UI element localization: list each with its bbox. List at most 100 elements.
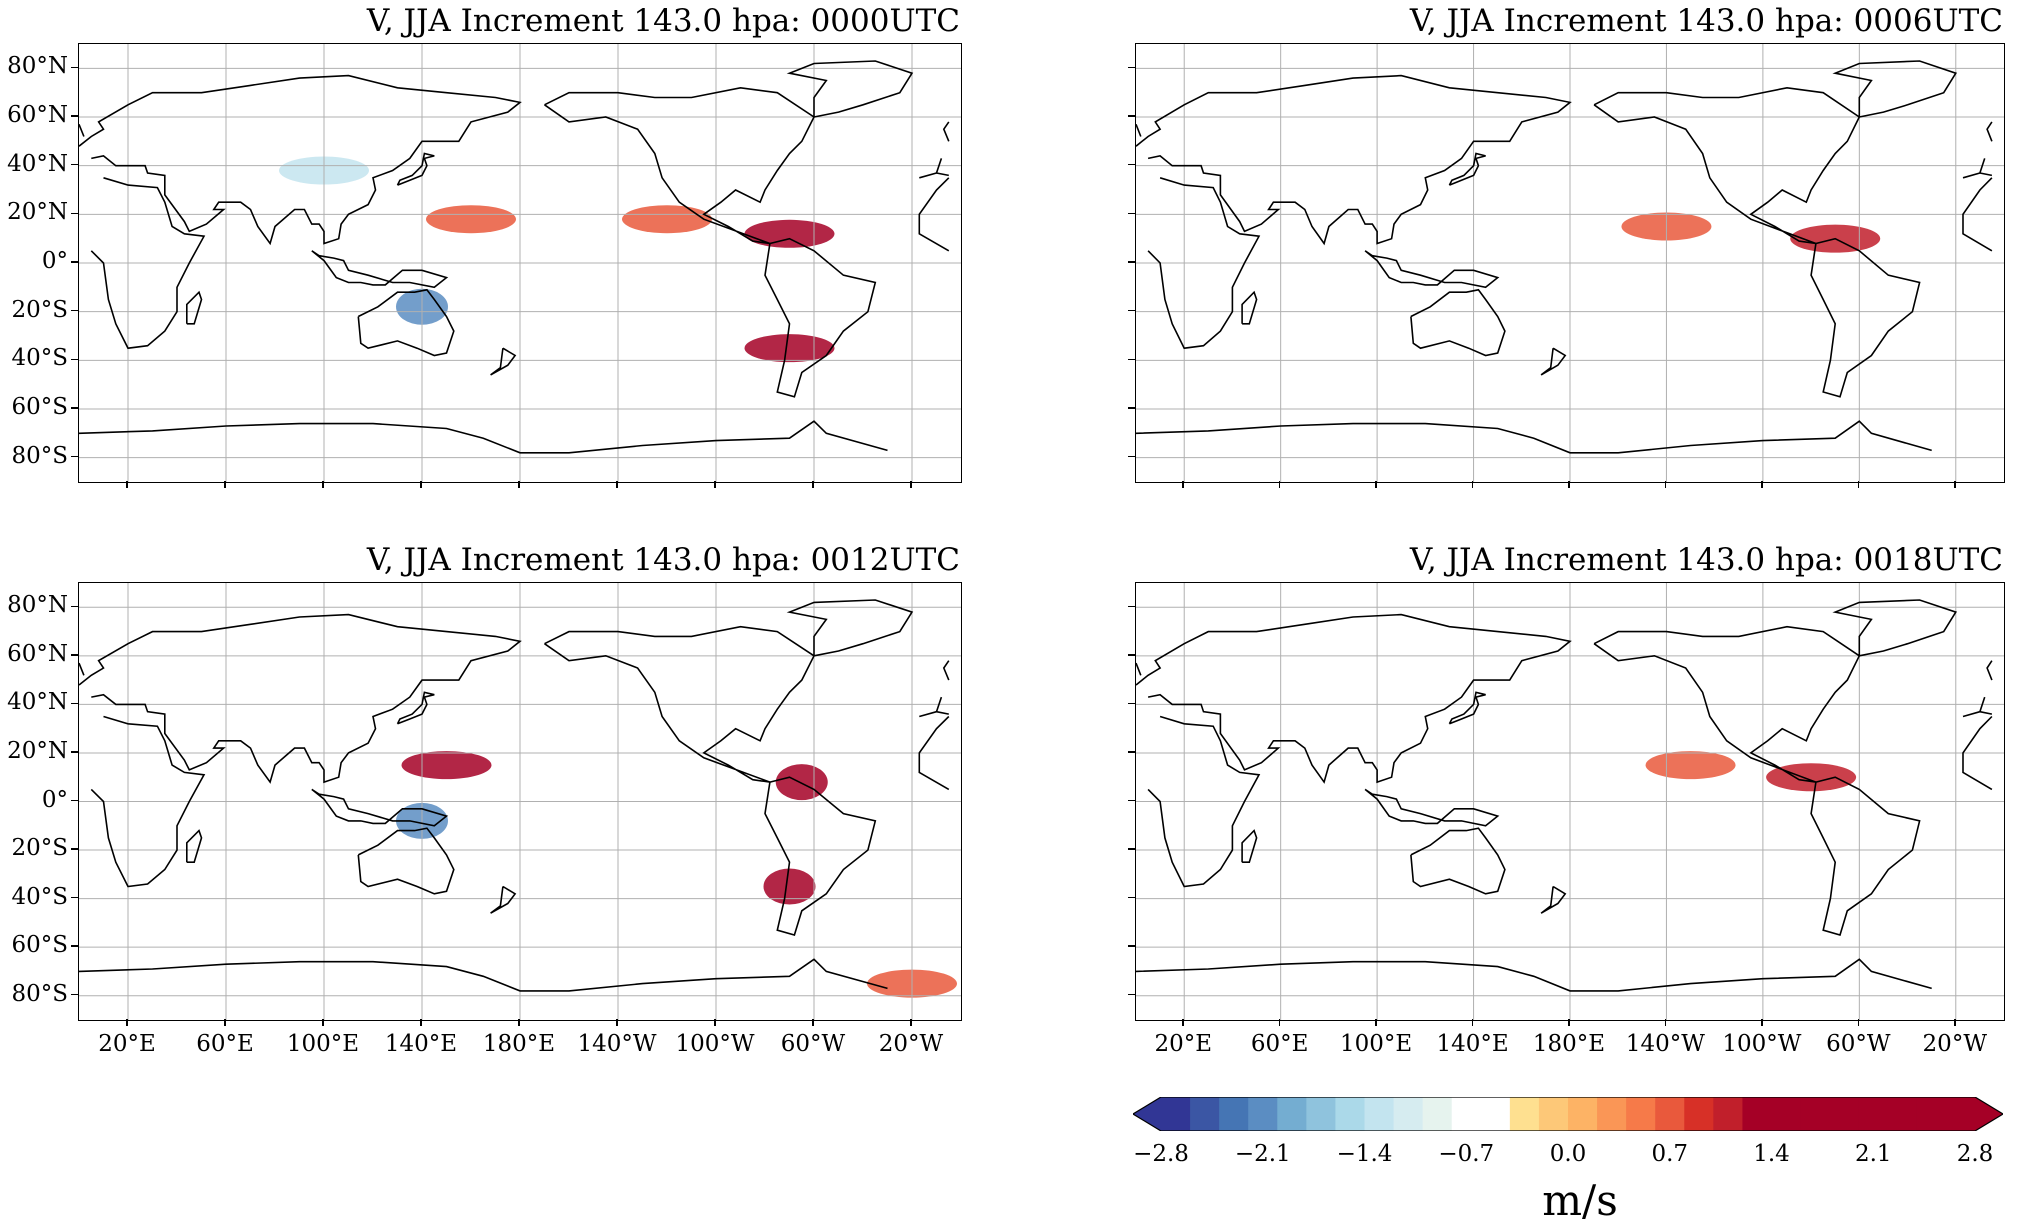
coastline (396, 152, 435, 186)
lat-tick (71, 358, 78, 361)
lon-tick-label: 60°E (1250, 1031, 1309, 1057)
lon-tick (224, 1019, 226, 1026)
colorbar-bin (1161, 1097, 1191, 1131)
colorbar-bin (1190, 1097, 1220, 1131)
coastline (79, 420, 888, 454)
lat-tick (1128, 654, 1135, 656)
coastline (186, 290, 203, 325)
lon-tick (1761, 1019, 1763, 1026)
lon-tick-label: 20°E (1154, 1031, 1212, 1057)
lon-tick (616, 481, 618, 488)
increment-contour (763, 868, 816, 905)
lat-tick (71, 751, 78, 753)
coastline (1147, 172, 1993, 350)
increment-contour (1404, 831, 1495, 860)
colorbar-unit-label: m/s (1542, 1176, 1618, 1225)
coastline (79, 958, 888, 992)
coastline (1364, 250, 1500, 289)
colorbar-bin (1916, 1097, 1947, 1131)
lat-tick-label: 20°S (11, 296, 68, 323)
lon-tick (1664, 1019, 1667, 1026)
increment-contour (1766, 763, 1857, 792)
coastline (79, 660, 950, 681)
lon-tick (714, 1019, 716, 1026)
colorbar-tick-label: 0.0 (1549, 1141, 1587, 1167)
colorbar-bin (1713, 1097, 1743, 1131)
lon-tick-label: 100°E (1340, 1031, 1413, 1057)
lon-tick (812, 481, 814, 488)
coastline (90, 710, 950, 888)
coastline (544, 625, 816, 783)
map-panel (78, 43, 962, 483)
lon-tick (1278, 481, 1281, 488)
increment-contour (775, 764, 828, 801)
map-canvas (79, 44, 961, 482)
panel-title: V, JJA Increment 143.0 hpa: 0012UTC (366, 542, 960, 578)
lat-tick-label: 0° (41, 786, 68, 813)
coastline (786, 599, 914, 657)
lat-tick (1128, 309, 1135, 312)
panel-title: V, JJA Increment 143.0 hpa: 0018UTC (1409, 542, 2003, 578)
lon-tick-label: 100°W (1722, 1031, 1802, 1057)
lat-tick (1128, 848, 1135, 850)
coastline (79, 74, 949, 246)
lon-tick (910, 481, 912, 488)
coastline (1136, 613, 1993, 784)
lon-tick-label: 20°W (878, 1031, 944, 1057)
lat-tick-label: 20°S (11, 835, 68, 862)
colorbar-tick-label: −2.8 (1133, 1141, 1189, 1167)
coastline (1410, 288, 1506, 357)
lat-tick (71, 163, 78, 166)
lat-tick (71, 66, 78, 69)
lon-tick (1278, 1019, 1281, 1026)
coastline (1810, 237, 1921, 398)
colorbar-bin (1509, 1097, 1540, 1131)
lat-tick-label: 80°S (11, 980, 68, 1007)
colorbar-bin (1771, 1097, 1802, 1131)
lon-tick (518, 1019, 520, 1026)
colorbar-tick-label: 2.8 (1956, 1141, 1994, 1167)
coastline (1448, 152, 1486, 186)
lon-tick (322, 1019, 324, 1026)
lat-tick (1128, 896, 1135, 899)
lon-tick (1568, 481, 1570, 488)
lon-tick (518, 481, 520, 488)
coastline (79, 121, 950, 142)
colorbar-bin (1858, 1097, 1889, 1131)
colorbar-bin (1684, 1097, 1714, 1131)
increment-contour (1404, 292, 1495, 321)
lon-tick (616, 1019, 618, 1026)
coastline (764, 237, 877, 398)
lon-tick (1471, 481, 1474, 488)
map-panel (78, 582, 962, 1021)
lon-tick-label: 60°W (1826, 1031, 1891, 1057)
lat-tick (71, 896, 78, 899)
coastline (311, 250, 449, 289)
lat-tick-label: 80°N (7, 53, 68, 80)
colorbar-extend-max (1975, 1097, 2003, 1131)
coastline (1136, 660, 1993, 681)
lon-tick (322, 481, 324, 488)
coastline (396, 691, 435, 725)
lon-tick-label: 20°W (1922, 1031, 1987, 1057)
lat-tick-label: 60°N (7, 102, 68, 128)
lat-tick-label: 40°S (11, 883, 68, 910)
lon-tick (1471, 1019, 1474, 1026)
lon-tick (812, 1019, 814, 1026)
coastline (1136, 958, 1932, 992)
lat-tick (1128, 455, 1135, 458)
lat-tick (71, 212, 78, 215)
lon-tick-label: 60°E (196, 1031, 254, 1057)
lat-tick (1128, 407, 1135, 409)
lon-tick (224, 481, 226, 488)
coastline (186, 829, 203, 863)
lat-tick (71, 115, 78, 117)
lon-tick-label: 180°E (1532, 1031, 1606, 1057)
lon-tick (126, 1019, 128, 1026)
colorbar-bin (1887, 1097, 1918, 1131)
coastline (90, 172, 950, 350)
lat-tick (1128, 115, 1135, 117)
coastline (1364, 788, 1500, 827)
coastline (1241, 290, 1258, 325)
colorbar-tick-label: 1.4 (1753, 1141, 1790, 1167)
